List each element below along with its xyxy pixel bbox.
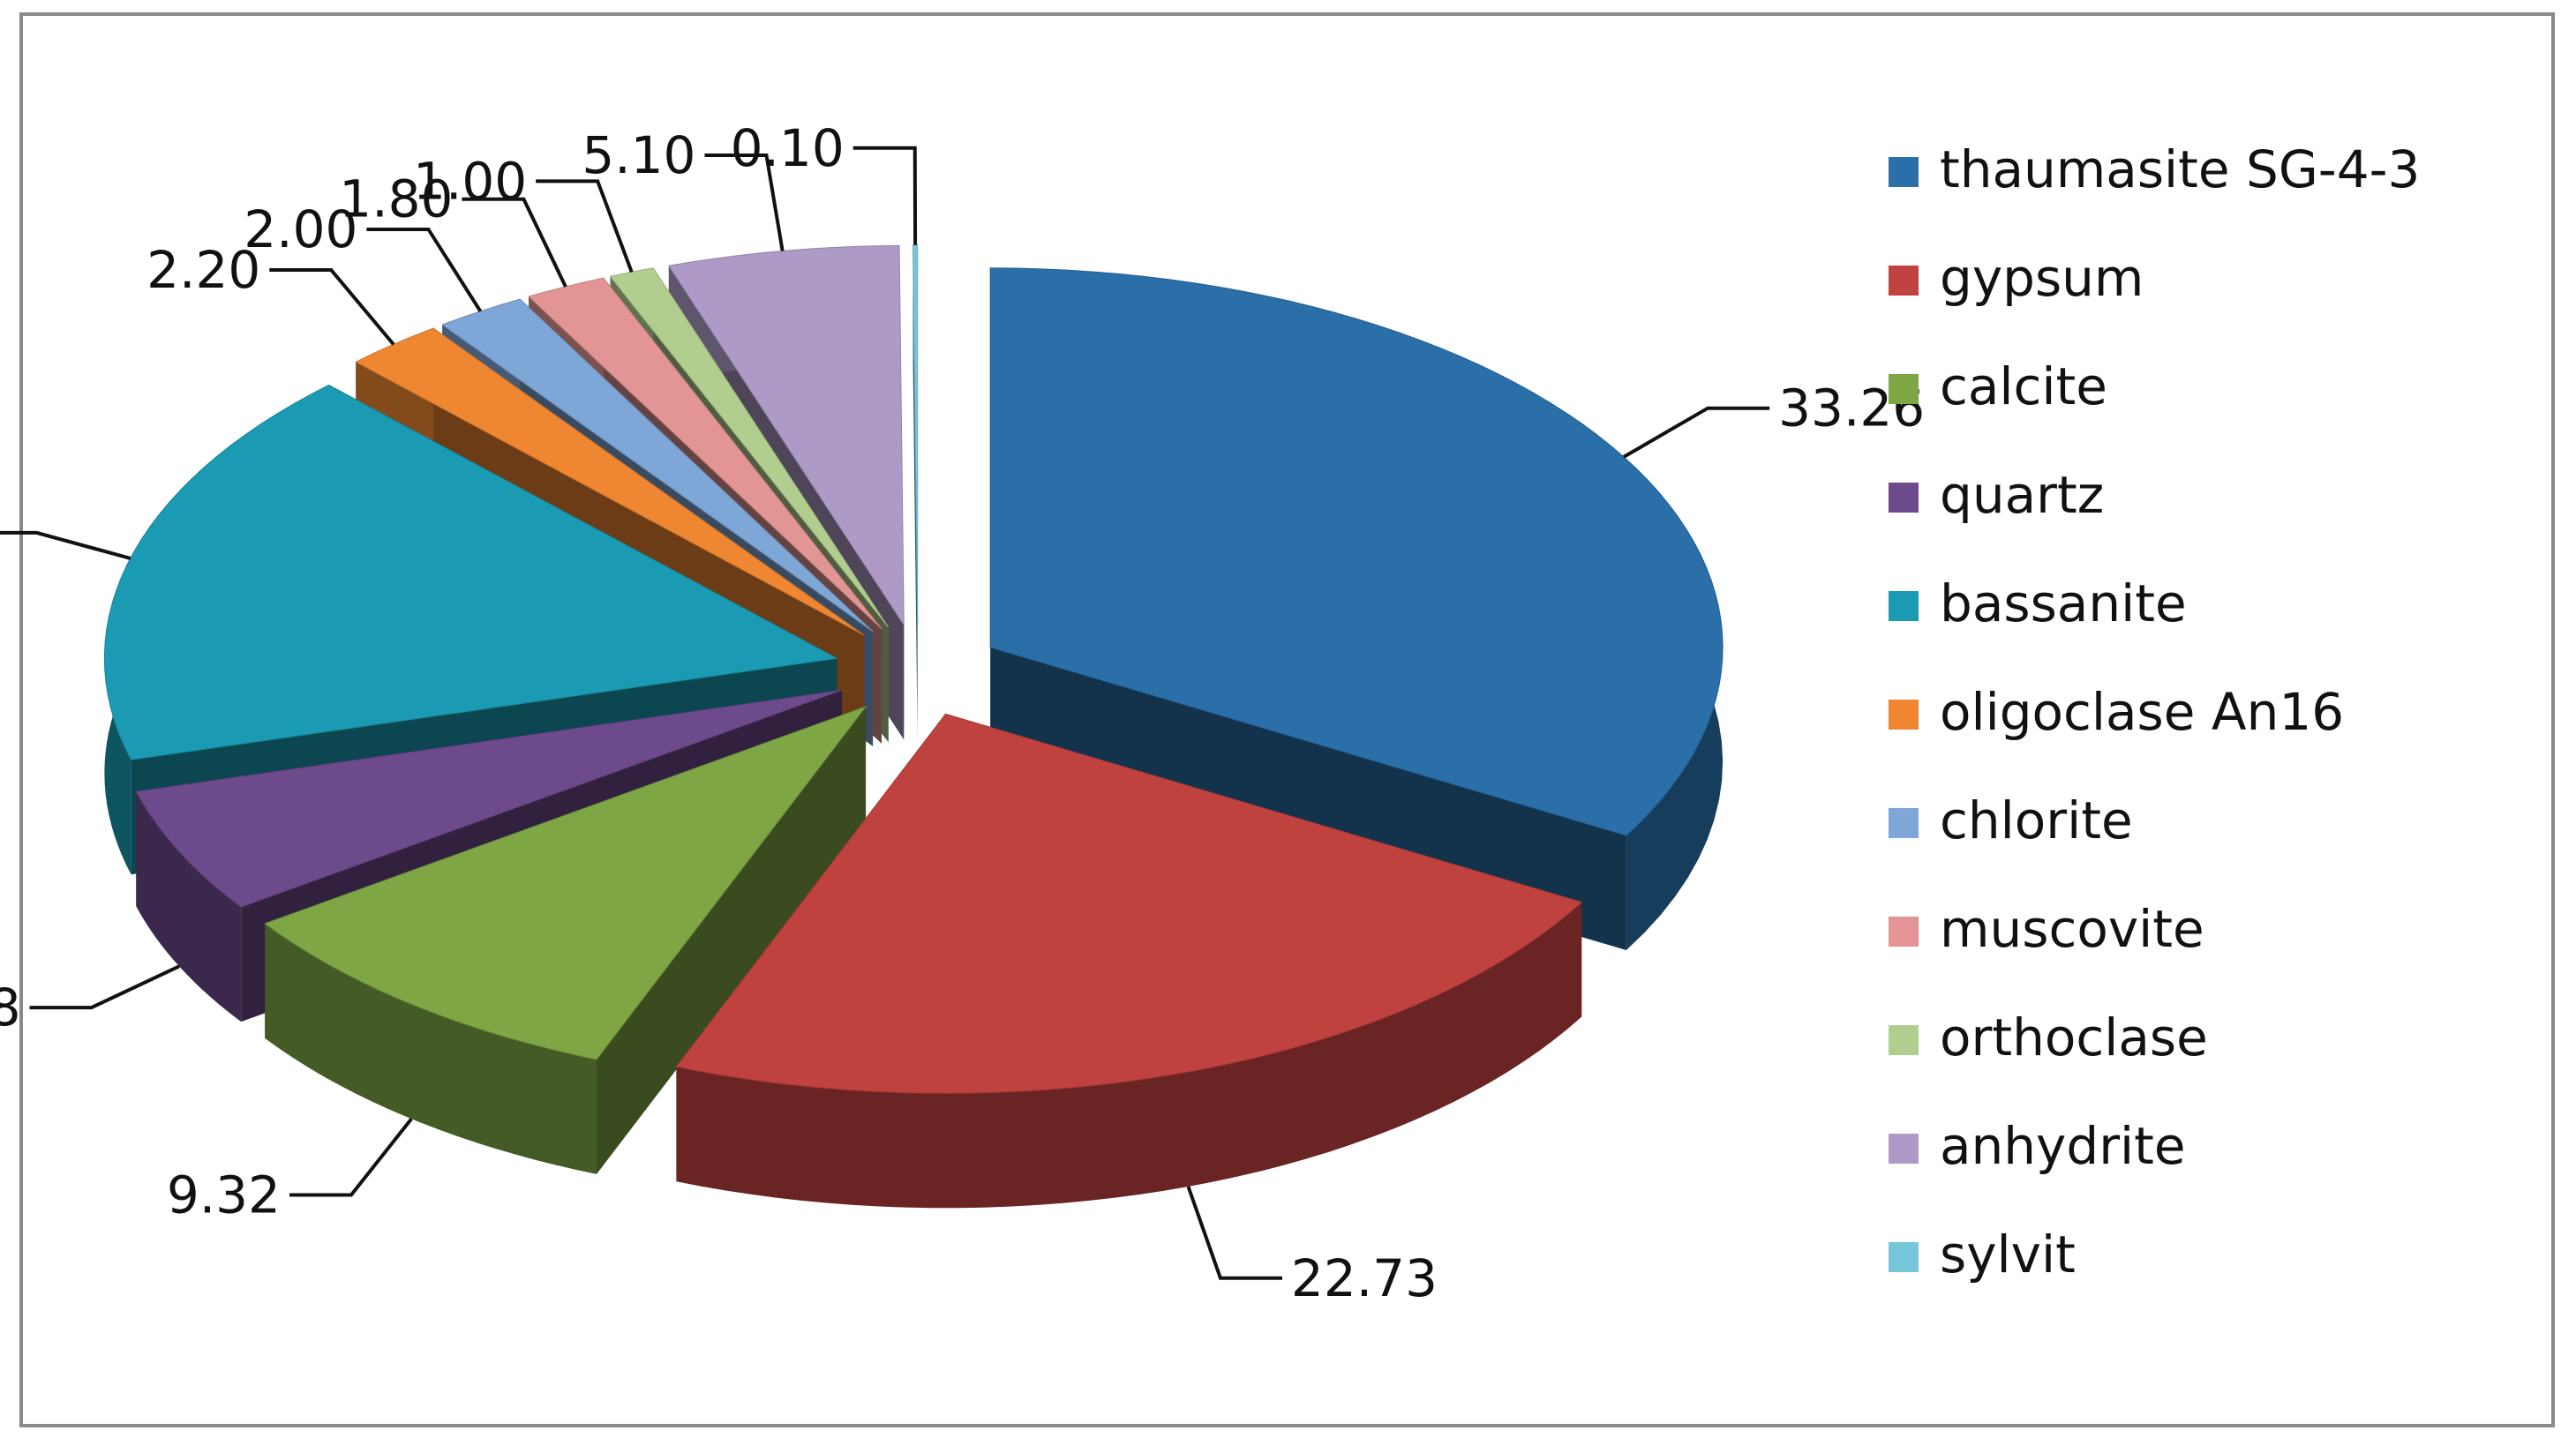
legend-swatch-orthoclase	[1889, 1025, 1919, 1055]
leader-line-muscovite	[462, 197, 567, 288]
legend-label-thaumasite-sg-4-3: thaumasite SG-4-3	[1940, 139, 2420, 199]
legend-item-muscovite: muscovite	[1889, 899, 2204, 959]
legend-swatch-bassanite	[1889, 591, 1919, 621]
leader-line-gypsum	[1186, 1186, 1282, 1280]
data-label-quartz: 5.38	[0, 977, 21, 1037]
data-labels: 33.2622.739.325.3817.112.202.001.801.005…	[0, 118, 1925, 1308]
legend-label-oligoclase-an16: oligoclase An16	[1940, 682, 2344, 742]
legend-item-gypsum: gypsum	[1889, 248, 2144, 308]
legend-swatch-anhydrite	[1889, 1134, 1919, 1164]
leader-line-sylvit	[852, 146, 918, 245]
slice-side-gypsum	[676, 902, 1582, 1209]
legend-swatch-oligoclase-an16	[1889, 700, 1919, 730]
legend-item-orthoclase: orthoclase	[1889, 1007, 2208, 1067]
data-label-anhydrite: 5.10	[582, 125, 695, 185]
legend-label-bassanite: bassanite	[1940, 573, 2187, 633]
legend-label-orthoclase: orthoclase	[1940, 1007, 2208, 1067]
legend-label-gypsum: gypsum	[1940, 248, 2144, 308]
leader-line-oligoclase-an16	[269, 268, 395, 346]
legend-label-calcite: calcite	[1940, 356, 2107, 416]
data-label-oligoclase-an16: 2.20	[146, 240, 260, 300]
legend: thaumasite SG-4-3 gypsum calcite quartz bass…	[1889, 139, 2420, 1284]
leader-line-bassanite	[0, 530, 131, 560]
slice-oligoclase-an16	[355, 327, 865, 636]
legend-item-chlorite: chlorite	[1889, 790, 2133, 850]
data-label-chlorite: 2.00	[244, 199, 357, 259]
slice-sylvit	[912, 244, 919, 625]
legend-label-anhydrite: anhydrite	[1940, 1116, 2186, 1176]
leader-line-anhydrite	[704, 153, 785, 251]
slice-side-quartz	[136, 791, 242, 1022]
leader-line-orthoclase	[536, 179, 634, 273]
legend-label-sylvit: sylvit	[1940, 1225, 2076, 1284]
slice-gypsum	[675, 713, 1583, 1094]
legend-item-calcite: calcite	[1889, 356, 2107, 416]
leader-line-chlorite	[366, 227, 483, 312]
leader-line-quartz	[29, 964, 180, 1010]
slice-tops	[103, 244, 1724, 1094]
legend-swatch-calcite	[1889, 374, 1919, 404]
data-label-orthoclase: 1.00	[413, 151, 527, 211]
slice-side-calcite	[265, 923, 597, 1174]
leader-lines	[0, 146, 1770, 1280]
data-label-gypsum: 22.73	[1291, 1248, 1438, 1308]
legend-item-oligoclase-an16: oligoclase An16	[1889, 682, 2344, 742]
legend-swatch-sylvit	[1889, 1242, 1919, 1272]
slice-muscovite	[528, 277, 882, 630]
legend-label-chlorite: chlorite	[1940, 790, 2133, 850]
data-label-muscovite: 1.80	[339, 169, 453, 229]
legend-swatch-muscovite	[1889, 917, 1919, 947]
legend-item-thaumasite-sg-4-3: thaumasite SG-4-3	[1889, 139, 2420, 199]
legend-swatch-gypsum	[1889, 266, 1919, 296]
slice-orthoclase	[609, 267, 890, 628]
legend-item-sylvit: sylvit	[1889, 1225, 2076, 1284]
legend-swatch-thaumasite-sg-4-3	[1889, 157, 1919, 187]
legend-label-muscovite: muscovite	[1940, 899, 2204, 959]
legend-swatch-chlorite	[1889, 808, 1919, 838]
legend-item-anhydrite: anhydrite	[1889, 1116, 2186, 1176]
leader-line-calcite	[289, 1118, 413, 1197]
data-label-calcite: 9.32	[167, 1165, 281, 1225]
legend-item-bassanite: bassanite	[1889, 573, 2187, 633]
slice-bassanite	[103, 384, 838, 760]
leader-line-thaumasite-sg-4-3	[1623, 406, 1770, 459]
legend-item-quartz: quartz	[1889, 465, 2104, 525]
slice-calcite	[264, 705, 867, 1060]
legend-swatch-quartz	[1889, 483, 1919, 513]
slice-quartz	[135, 689, 843, 908]
data-label-sylvit: 0.10	[731, 118, 845, 178]
legend-label-quartz: quartz	[1940, 465, 2104, 525]
